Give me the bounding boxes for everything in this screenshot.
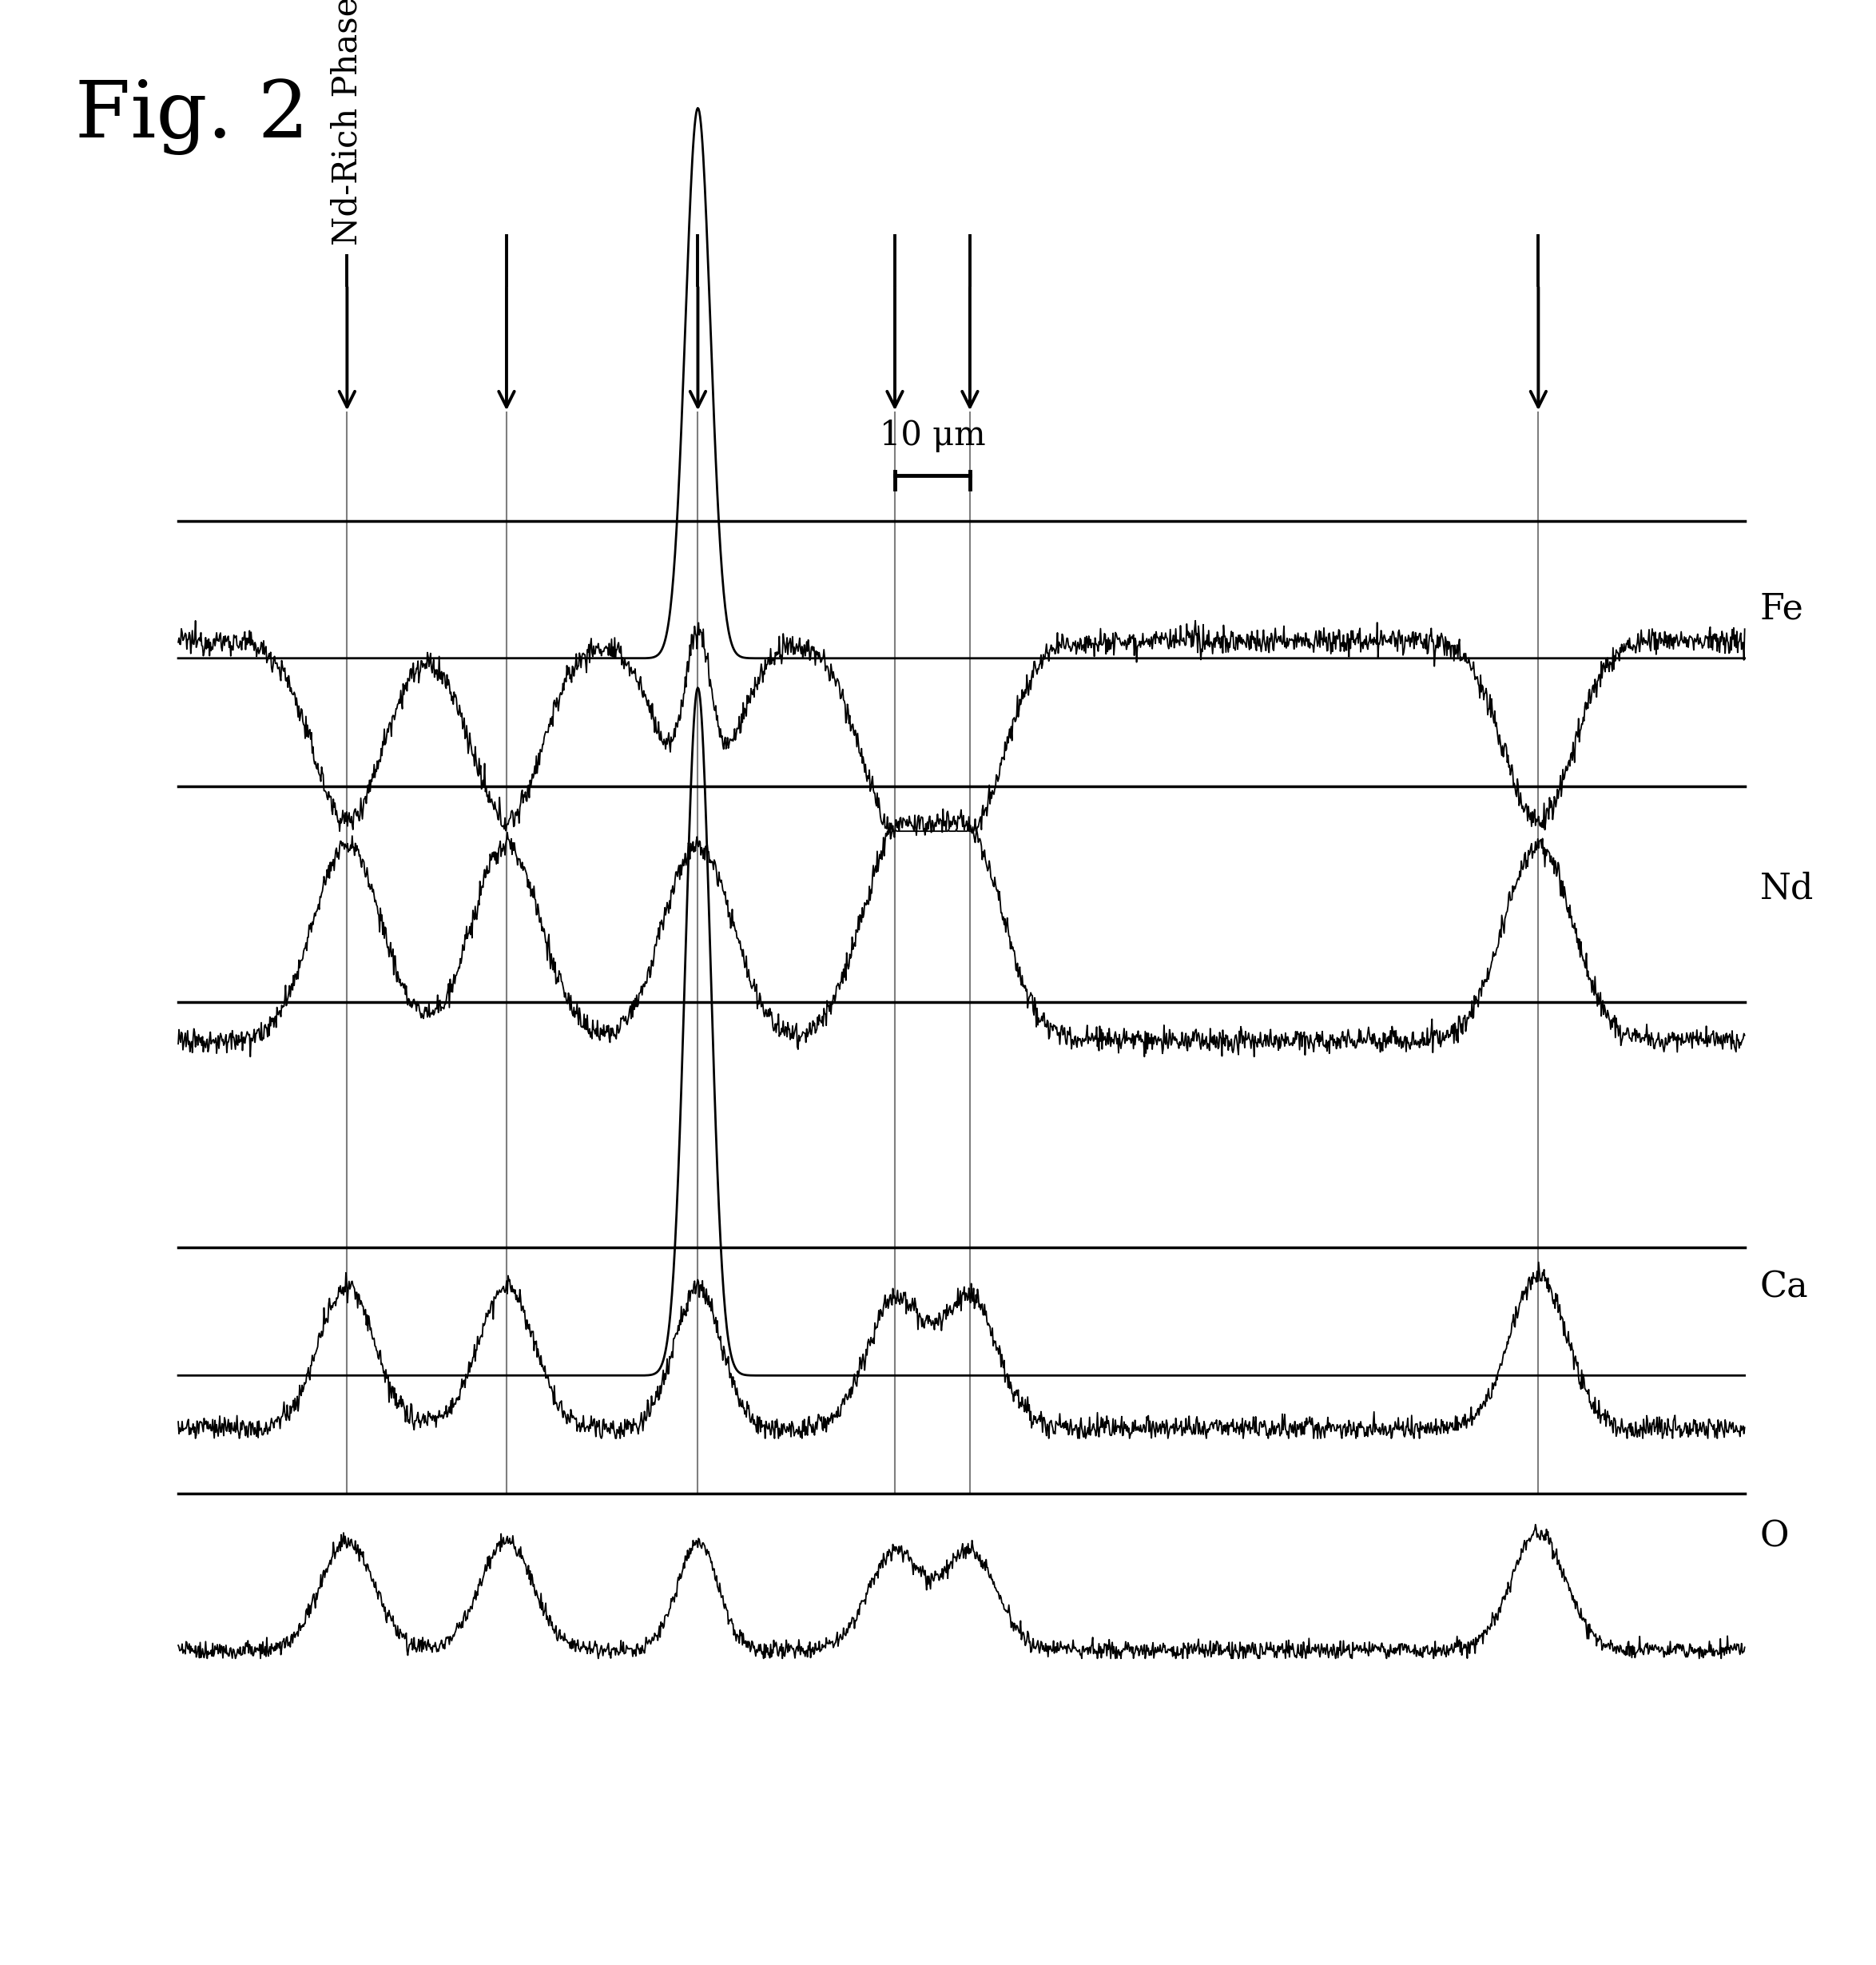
Text: O: O xyxy=(1760,1519,1790,1554)
Text: Fig. 2: Fig. 2 xyxy=(75,79,310,155)
Text: Ca: Ca xyxy=(1760,1269,1808,1305)
Text: Fe: Fe xyxy=(1760,591,1803,627)
Text: Nd: Nd xyxy=(1760,870,1814,906)
Text: Nd-Rich Phase: Nd-Rich Phase xyxy=(330,0,364,246)
Text: 10 μm: 10 μm xyxy=(880,419,985,452)
